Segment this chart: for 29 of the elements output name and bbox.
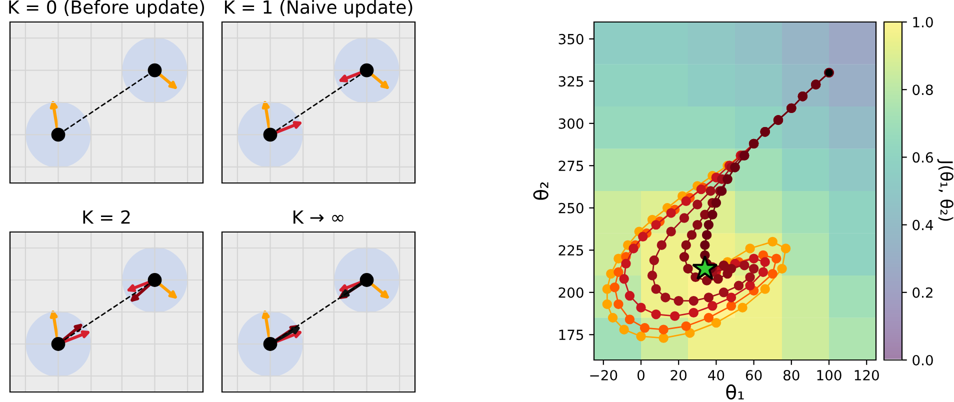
text: K → ∞ xyxy=(294,210,344,224)
y-tick-label: 275 xyxy=(558,160,584,172)
y-tick-label: 225 xyxy=(558,245,584,256)
y-tick-label: 325 xyxy=(558,76,584,87)
y-axis-title: θ₂ xyxy=(533,182,548,200)
x-tick-label: 80 xyxy=(784,370,800,380)
color-bar-label: 0.4 xyxy=(912,220,934,230)
text: K = 1 (Naive update) xyxy=(225,0,412,18)
text: K = 2 xyxy=(83,210,130,224)
x-tick-label: 20 xyxy=(670,370,687,380)
color-bar-label: 0.6 xyxy=(912,152,933,163)
y-tick-label: 350 xyxy=(558,34,584,44)
y-tick-label: 200 xyxy=(558,287,584,298)
x-tick-label: 100 xyxy=(817,370,842,380)
x-tick-label: 120 xyxy=(854,370,879,380)
color-bar-label: 0.8 xyxy=(912,84,933,96)
color-bar-label: 0.2 xyxy=(912,287,932,298)
x-axis-title: θ₁ xyxy=(726,384,744,400)
x-tick-label: −20 xyxy=(590,370,618,380)
color-bar-title: J(θ₁, θ₂) xyxy=(937,159,954,221)
x-tick-label: 40 xyxy=(708,370,724,380)
text: K = 0 (Before update) xyxy=(9,0,204,18)
color-bar-label: 0.0 xyxy=(912,354,933,366)
x-tick-label: 0 xyxy=(637,370,644,380)
y-tick-label: 175 xyxy=(559,330,584,340)
y-tick-label: 300 xyxy=(558,118,584,129)
y-tick-label: 250 xyxy=(558,202,584,214)
x-tick-label: 60 xyxy=(746,370,762,380)
color-bar-label: 1.0 xyxy=(913,16,933,28)
